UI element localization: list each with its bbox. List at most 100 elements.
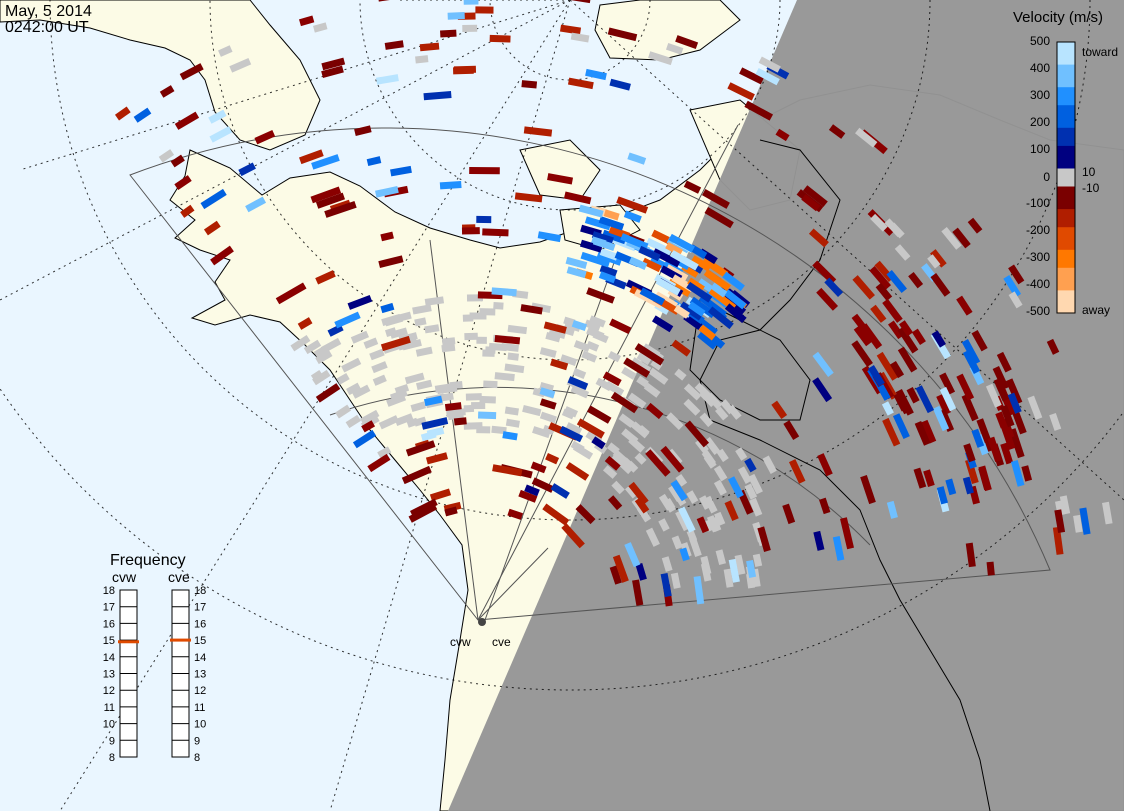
- backscatter-cell: [611, 480, 625, 495]
- backscatter-cell: [566, 266, 587, 279]
- backscatter-cell: [715, 406, 729, 421]
- colorbar-tick-label: 500: [1030, 34, 1050, 48]
- time-label: 0242:00 UT: [5, 19, 89, 36]
- colorbar-cell: [1057, 186, 1075, 192]
- backscatter-cell: [208, 109, 227, 124]
- frequency-tick-label: 17: [103, 602, 115, 614]
- backscatter-cell: [461, 227, 480, 235]
- backscatter-cell: [446, 408, 466, 418]
- backscatter-cell: [441, 337, 456, 346]
- backscatter-cell: [584, 319, 601, 332]
- backscatter-cell: [634, 452, 647, 465]
- backscatter-cell: [1010, 460, 1025, 487]
- colorbar-cell: [1057, 64, 1075, 70]
- backscatter-cell: [1073, 514, 1083, 533]
- backscatter-cell: [315, 349, 333, 365]
- backscatter-cell: [744, 457, 757, 473]
- colorbar-cell: [1057, 191, 1075, 197]
- backscatter-cell: [963, 443, 976, 463]
- backscatter-cell: [720, 399, 735, 415]
- backscatter-cell: [602, 371, 622, 387]
- backscatter-cell: [678, 506, 696, 533]
- backscatter-cell: [602, 465, 618, 479]
- backscatter-cell: [380, 231, 394, 242]
- backscatter-cell: [350, 330, 370, 344]
- colorbar-ticks: 500400300200100100-10-100-200-300-400-50…: [1026, 34, 1100, 318]
- backscatter-cell: [658, 518, 670, 532]
- backscatter-cell: [426, 426, 445, 438]
- backscatter-cell: [819, 497, 831, 515]
- backscatter-cell: [1007, 392, 1022, 414]
- colorbar-cell: [1057, 236, 1075, 242]
- colorbar-cell: [1057, 42, 1075, 48]
- backscatter-cell: [570, 385, 590, 399]
- backscatter-cell: [159, 85, 175, 98]
- frequency-tick-label: 16: [194, 618, 206, 630]
- backscatter-cell: [646, 402, 664, 420]
- backscatter-cell: [699, 412, 714, 428]
- backscatter-cell: [586, 340, 600, 352]
- hudson-bay: [689, 299, 811, 421]
- colorbar-cell: [1057, 154, 1075, 160]
- backscatter-cell: [414, 317, 427, 327]
- colorbar-cell: [1057, 263, 1075, 269]
- backscatter-cell: [550, 358, 569, 371]
- backscatter-cell: [686, 281, 713, 303]
- backscatter-cell: [560, 354, 578, 366]
- backscatter-cell: [621, 457, 635, 470]
- colorbar-tick-label: -300: [1026, 250, 1050, 264]
- backscatter-cell: [812, 377, 833, 403]
- backscatter-cell: [599, 248, 619, 261]
- backscatter-cell: [297, 317, 313, 330]
- backscatter-cell: [591, 436, 606, 450]
- backscatter-cell: [566, 0, 591, 4]
- backscatter-cell: [548, 328, 567, 340]
- backscatter-layer: [114, 0, 1113, 607]
- backscatter-cell: [290, 335, 311, 352]
- backscatter-cell: [701, 256, 729, 278]
- backscatter-cell: [632, 579, 644, 606]
- backscatter-cell: [429, 488, 452, 502]
- backscatter-cell: [670, 250, 699, 271]
- backscatter-cell: [703, 269, 731, 292]
- colorbar-cell: [1057, 290, 1075, 296]
- backscatter-cell: [888, 320, 904, 340]
- backscatter-cell: [639, 287, 666, 306]
- backscatter-cell: [621, 428, 639, 445]
- backscatter-cell: [956, 295, 973, 316]
- backscatter-cell: [361, 420, 376, 433]
- backscatter-cell: [687, 277, 705, 293]
- frequency-panel: Frequency cvw cve 18 17 16 15 14 13 12 11 10 9 8 1…: [103, 552, 207, 764]
- backscatter-cell: [893, 392, 908, 412]
- backscatter-cell: [851, 313, 874, 340]
- colorbar-cell: [1057, 258, 1075, 264]
- backscatter-cell: [477, 411, 497, 420]
- backscatter-cell: [397, 338, 418, 351]
- backscatter-cell: [722, 288, 747, 310]
- colorbar-cells: [1057, 42, 1075, 314]
- backscatter-cell: [565, 422, 583, 436]
- backscatter-cell: [727, 476, 744, 499]
- backscatter-cell: [908, 271, 924, 289]
- backscatter-cell: [812, 351, 834, 377]
- backscatter-cell: [483, 380, 498, 389]
- backscatter-cell: [851, 340, 873, 367]
- backscatter-cell: [492, 464, 523, 477]
- backscatter-cell: [299, 15, 315, 27]
- backscatter-cell: [636, 375, 649, 388]
- backscatter-cell: [377, 446, 392, 459]
- colorbar-cell: [1057, 55, 1075, 61]
- backscatter-cell: [936, 393, 952, 416]
- colorbar-tick-label: -400: [1026, 277, 1050, 291]
- backscatter-cell: [412, 304, 432, 315]
- backscatter-cell: [523, 126, 553, 137]
- backscatter-cell: [607, 27, 638, 42]
- backscatter-cell: [679, 547, 690, 562]
- backscatter-cell: [547, 173, 574, 185]
- backscatter-cell: [419, 42, 440, 52]
- backscatter-cell: [915, 385, 935, 414]
- colorbar-tick-label: 200: [1030, 115, 1050, 129]
- backscatter-cell: [889, 361, 905, 379]
- backscatter-cell: [563, 191, 592, 205]
- backscatter-cell: [409, 498, 438, 518]
